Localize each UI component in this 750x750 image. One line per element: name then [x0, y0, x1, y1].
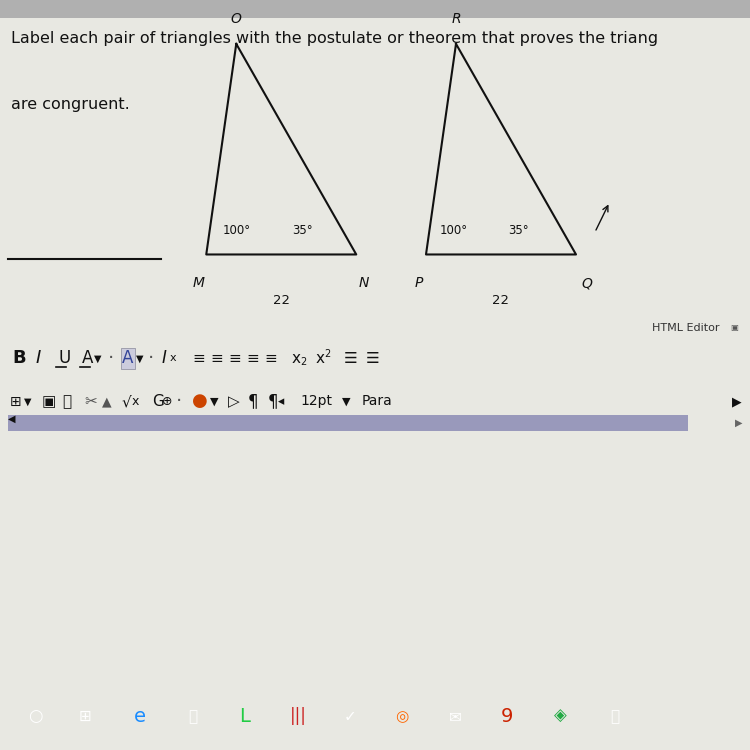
Text: ≡: ≡ — [210, 351, 223, 366]
Text: HTML Editor: HTML Editor — [652, 323, 720, 333]
Text: ▷: ▷ — [228, 394, 240, 409]
Text: ¶: ¶ — [248, 392, 259, 410]
Bar — [0, 0, 750, 17]
Text: ○: ○ — [28, 707, 42, 725]
Text: ⛓: ⛓ — [62, 394, 71, 409]
Text: ✉: ✉ — [448, 709, 461, 724]
Text: ☰: ☰ — [366, 351, 380, 366]
Text: 2: 2 — [324, 350, 330, 359]
Text: 22: 22 — [493, 294, 509, 307]
Bar — [8, 416, 688, 431]
Text: ≡: ≡ — [192, 351, 205, 366]
Text: ≡: ≡ — [246, 351, 259, 366]
Text: B: B — [12, 350, 26, 368]
Text: A: A — [82, 350, 93, 368]
Text: ▶: ▶ — [734, 418, 742, 428]
Text: ⊞: ⊞ — [79, 709, 92, 724]
Text: ☰: ☰ — [344, 351, 358, 366]
Text: L: L — [239, 706, 250, 726]
Text: ✓: ✓ — [344, 709, 356, 724]
Text: ✂: ✂ — [84, 394, 97, 409]
Text: ▼: ▼ — [94, 353, 101, 363]
Text: ▶: ▶ — [732, 395, 742, 408]
Text: ≡: ≡ — [228, 351, 241, 366]
Text: Para: Para — [362, 394, 393, 409]
Text: 2: 2 — [300, 357, 306, 368]
Text: ▼: ▼ — [342, 397, 350, 406]
Text: P: P — [414, 277, 423, 290]
Text: x: x — [132, 395, 140, 408]
Text: N: N — [358, 277, 369, 290]
Text: A: A — [122, 350, 134, 368]
Text: 📁: 📁 — [610, 709, 620, 724]
Text: ¶: ¶ — [268, 392, 278, 410]
Text: 100°: 100° — [223, 224, 251, 237]
Text: ·: · — [108, 349, 114, 368]
Text: 12pt: 12pt — [300, 394, 332, 409]
Text: U: U — [58, 350, 70, 368]
Text: 35°: 35° — [292, 224, 313, 237]
Text: ●: ● — [192, 392, 208, 410]
Text: ◀: ◀ — [8, 414, 16, 424]
Text: ·: · — [176, 392, 182, 411]
Text: e: e — [134, 706, 146, 726]
Text: |||: ||| — [290, 707, 307, 725]
Text: ▣: ▣ — [42, 394, 56, 409]
Text: ⊕: ⊕ — [162, 395, 172, 408]
Text: ▼: ▼ — [210, 397, 218, 406]
Text: ▼: ▼ — [24, 397, 32, 406]
Text: O: O — [231, 12, 242, 26]
Text: R: R — [452, 12, 460, 26]
Text: 9: 9 — [501, 706, 513, 726]
Text: x: x — [316, 351, 325, 366]
Text: ⊞: ⊞ — [10, 394, 22, 409]
Text: x: x — [170, 353, 177, 363]
Text: √: √ — [122, 394, 132, 409]
Text: ▣: ▣ — [730, 323, 738, 332]
Text: ◎: ◎ — [395, 709, 409, 724]
Text: ·: · — [148, 349, 154, 368]
Text: I: I — [162, 350, 166, 368]
Text: Label each pair of triangles with the postulate or theorem that proves the trian: Label each pair of triangles with the po… — [11, 31, 658, 46]
Text: ◂: ◂ — [278, 395, 284, 408]
Text: ≡: ≡ — [264, 351, 277, 366]
Text: ▼: ▼ — [136, 353, 143, 363]
Text: Q: Q — [582, 277, 592, 290]
Text: x: x — [292, 351, 301, 366]
Text: are congruent.: are congruent. — [11, 97, 130, 112]
Text: I: I — [36, 350, 41, 368]
Text: M: M — [193, 277, 205, 290]
Text: G: G — [152, 394, 164, 409]
Text: ▲: ▲ — [102, 395, 112, 408]
Text: 22: 22 — [273, 294, 290, 307]
Text: 100°: 100° — [440, 224, 468, 237]
Text: ◈: ◈ — [554, 707, 566, 725]
Text: 35°: 35° — [509, 224, 530, 237]
Text: 🔒: 🔒 — [188, 709, 197, 724]
